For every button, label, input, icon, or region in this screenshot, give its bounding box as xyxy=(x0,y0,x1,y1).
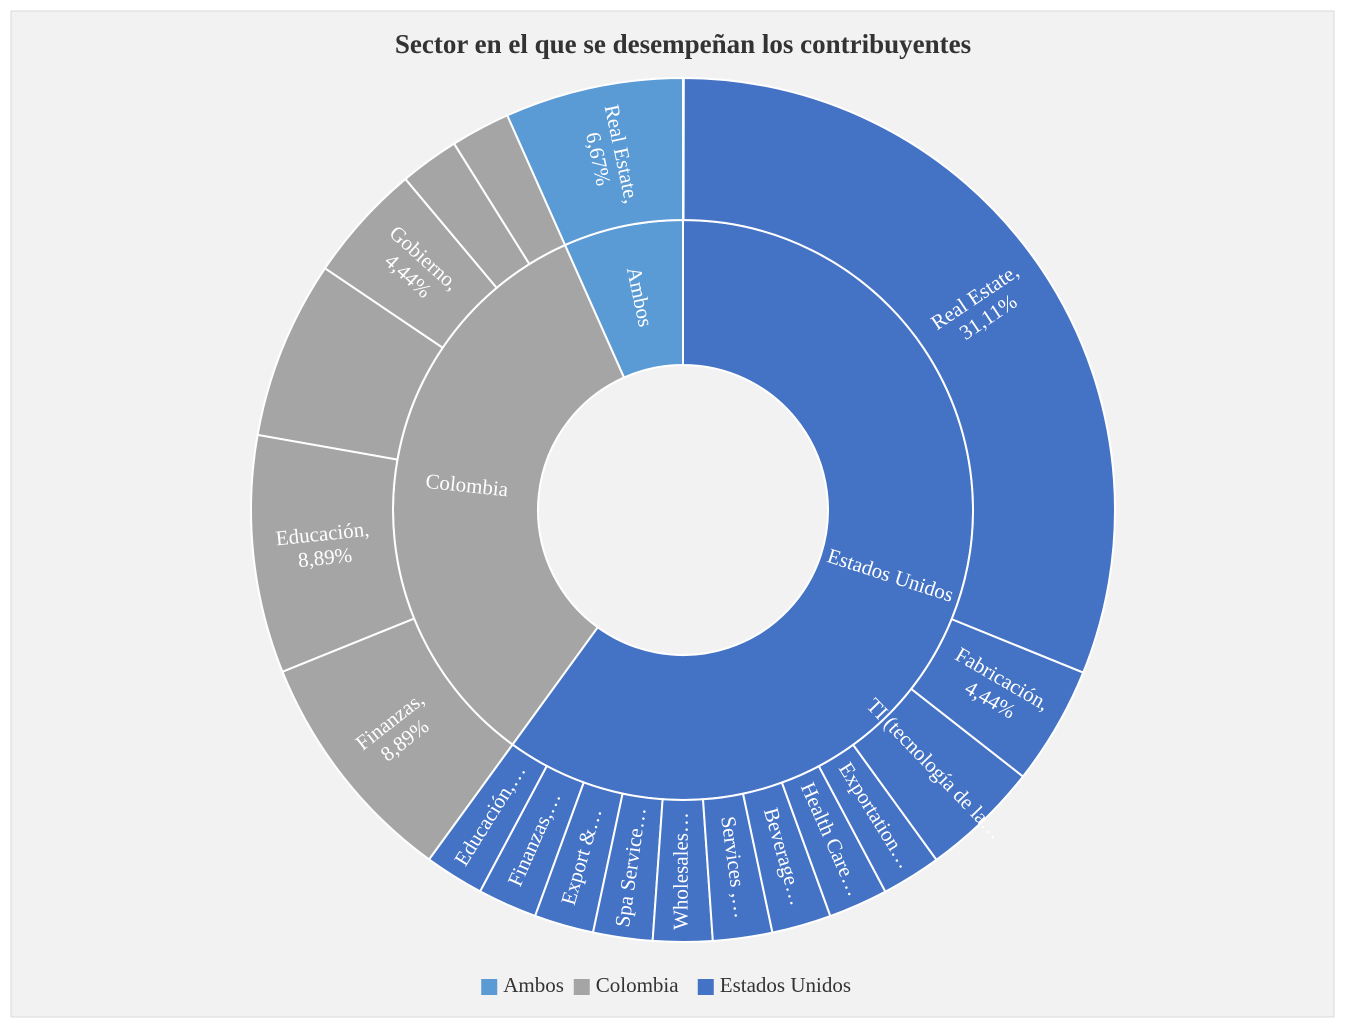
outer-segment xyxy=(250,433,416,674)
outer-segment xyxy=(452,114,567,266)
legend-swatch xyxy=(481,979,498,995)
outer-segment xyxy=(851,687,1025,862)
legend-label: Estados Unidos xyxy=(720,973,851,997)
outer-segment xyxy=(741,781,832,934)
outer-segment xyxy=(909,617,1085,778)
segment-label: Wholesales… xyxy=(669,812,693,930)
segment-label: 8,89% xyxy=(297,543,353,573)
outer-segment xyxy=(403,142,531,290)
outer-segment xyxy=(323,177,499,350)
outer-segment xyxy=(651,798,714,944)
legend-label: Colombia xyxy=(596,973,680,997)
outer-segment xyxy=(701,792,774,943)
outer-segment xyxy=(478,764,586,918)
outer-segment xyxy=(256,266,445,461)
outer-segment xyxy=(817,743,938,894)
legend-label: Ambos xyxy=(503,973,564,997)
outer-segment xyxy=(427,743,549,893)
legend-swatch xyxy=(697,979,714,995)
outer-segment xyxy=(780,764,887,918)
outer-segment xyxy=(591,792,664,942)
outer-segment xyxy=(682,76,1116,674)
legend-swatch xyxy=(573,979,590,995)
chart-title: Sector en el que se desempeñan los contr… xyxy=(395,29,971,59)
outer-segment xyxy=(281,617,514,861)
